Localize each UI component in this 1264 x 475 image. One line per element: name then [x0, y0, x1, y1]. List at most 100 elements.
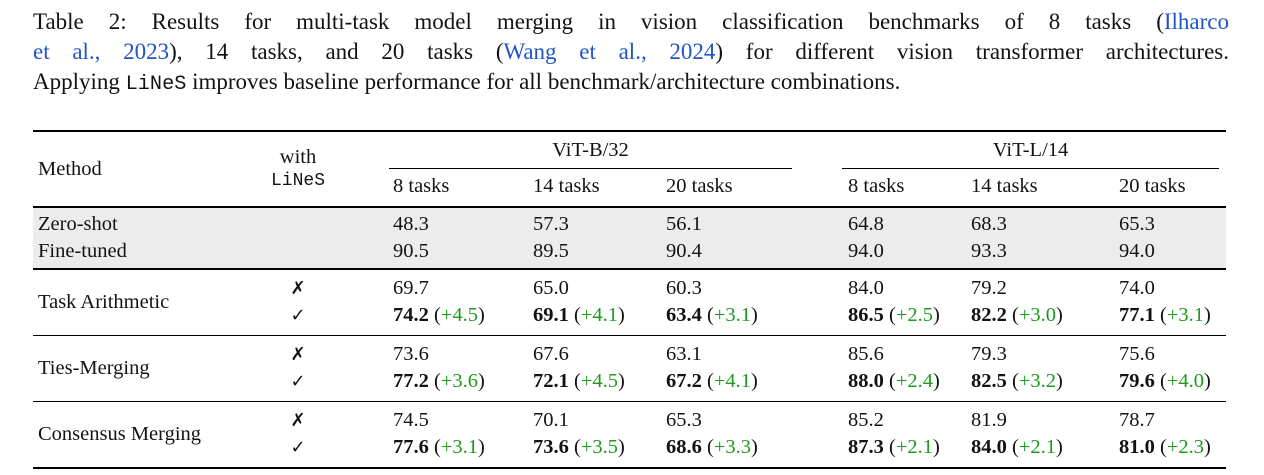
metric-value-bold: 67.2: [666, 370, 702, 392]
baseline-section: Zero-shot 48.3 57.3 56.1 64.8 68.3 65.3 Fine-tu…: [33, 207, 1227, 269]
metric-value-bold: 77.1: [1119, 304, 1155, 326]
vit-b32-group-header: ViT-B/32: [353, 131, 808, 169]
with-label: with: [279, 146, 317, 168]
caption-text: Table 2: Results for multi-task model me…: [33, 9, 1164, 34]
table-row: ✓ 77.2 (+3.6) 72.1 (+4.5) 67.2 (+4.1) 88.0 (…: [33, 368, 1226, 402]
caption-text: ), 14 tasks, and 20 tasks (: [169, 39, 504, 64]
metric-cell: 90.5: [393, 240, 429, 262]
metric-value-bold: 79.6: [1119, 370, 1155, 392]
metric-cell: 67.2 (+4.1): [666, 370, 758, 392]
improvement-delta: +4.5: [440, 304, 479, 326]
metric-cell: 68.3: [971, 213, 1007, 235]
metric-cell: 60.3: [666, 277, 702, 299]
metric-cell: 84.0 (+2.1): [971, 436, 1063, 458]
metric-cell: 93.3: [971, 240, 1007, 262]
cross-mark: ✗: [290, 344, 306, 365]
improvement-delta: +3.5: [580, 436, 619, 458]
table-row: Ties-Merging ✗ 73.6 67.6 63.1 85.6 79.3 75.6: [33, 336, 1226, 379]
subcol-l14-14tasks: 14 tasks: [971, 175, 1038, 197]
improvement-delta: +3.0: [1018, 304, 1057, 326]
metric-value-bold: 82.2: [971, 304, 1007, 326]
method-column-header: Method: [38, 157, 102, 180]
metric-cell: 57.3: [533, 213, 569, 235]
metric-cell: 87.3 (+2.1): [848, 436, 940, 458]
metric-cell: 63.4 (+3.1): [666, 304, 758, 326]
table-row: ✓ 74.2 (+4.5) 69.1 (+4.1) 63.4 (+3.1) 86.5 (…: [33, 302, 1226, 336]
method-section: Ties-Merging ✗ 73.6 67.6 63.1 85.6 79.3 75.6 ✓ 77…: [33, 336, 1227, 402]
metric-cell: 81.9: [971, 409, 1007, 431]
metric-cell: 79.3: [971, 343, 1007, 365]
metric-value-bold: 74.2: [393, 304, 429, 326]
check-mark: ✓: [290, 305, 306, 326]
table-caption: Table 2: Results for multi-task model me…: [33, 7, 1229, 100]
subcol-b32-14tasks: 14 tasks: [533, 175, 600, 197]
citation-link[interactable]: et al., 2023: [33, 39, 170, 64]
citation-link[interactable]: Wang et al., 2024: [503, 39, 716, 64]
metric-value-bold: 82.5: [971, 370, 1007, 392]
table-header: Method with LiNeS ViT-B/32 ViT-L/14 8 ta…: [33, 131, 1227, 207]
metric-value-bold: 73.6: [533, 436, 569, 458]
metric-value-bold: 69.1: [533, 304, 569, 326]
metric-cell: 89.5: [533, 240, 569, 262]
subcol-b32-20tasks: 20 tasks: [666, 175, 733, 197]
vit-l14-group-header: ViT-L/14: [808, 131, 1226, 169]
table-row: Consensus Merging ✗ 74.5 70.1 65.3 85.2 81.9 78…: [33, 402, 1226, 445]
metric-value-bold: 68.6: [666, 436, 702, 458]
method-name: Consensus Merging: [38, 423, 202, 445]
lines-method-name: LiNeS: [125, 73, 187, 96]
method-name: Task Arithmetic: [38, 291, 170, 313]
metric-cell: 65.3: [1119, 213, 1155, 235]
caption-text: Applying: [33, 69, 126, 94]
metric-cell: 82.5 (+3.2): [971, 370, 1063, 392]
metric-value-bold: 86.5: [848, 304, 884, 326]
metric-cell: 79.2: [971, 277, 1007, 299]
improvement-delta: +2.3: [1166, 436, 1205, 458]
improvement-delta: +2.1: [895, 436, 934, 458]
lines-mark-empty: [243, 238, 353, 269]
caption-text: improves baseline performance for all be…: [186, 69, 901, 94]
metric-cell: 72.1 (+4.5): [533, 370, 625, 392]
results-table: Method with LiNeS ViT-B/32 ViT-L/14 8 ta…: [33, 130, 1227, 469]
method-name: Fine-tuned: [38, 240, 127, 262]
citation-link[interactable]: Ilharco: [1163, 9, 1229, 34]
metric-cell: 77.2 (+3.6): [393, 370, 485, 392]
improvement-delta: +3.1: [713, 304, 752, 326]
metric-value-bold: 72.1: [533, 370, 569, 392]
vit-l14-label: ViT-L/14: [842, 139, 1220, 169]
improvement-delta: +3.1: [440, 436, 479, 458]
improvement-delta: +3.1: [1166, 304, 1205, 326]
improvement-delta: +2.5: [895, 304, 934, 326]
metric-cell: 74.2 (+4.5): [393, 304, 485, 326]
cross-mark: ✗: [290, 410, 306, 431]
metric-cell: 82.2 (+3.0): [971, 304, 1063, 326]
check-mark: ✓: [290, 437, 306, 458]
metric-cell: 74.5: [393, 409, 429, 431]
metric-cell: 68.6 (+3.3): [666, 436, 758, 458]
metric-cell: 63.1: [666, 343, 702, 365]
table-row: ✓ 77.6 (+3.1) 73.6 (+3.5) 68.6 (+3.3) 87.3 (…: [33, 434, 1226, 468]
metric-cell: 84.0: [848, 277, 884, 299]
metric-cell: 94.0: [1119, 240, 1155, 262]
method-name: Zero-shot: [38, 213, 118, 235]
metric-cell: 70.1: [533, 409, 569, 431]
caption-line: et al., 2023), 14 tasks, and 20 tasks (W…: [33, 37, 1229, 67]
with-lines-column-header: with LiNeS: [243, 131, 353, 207]
metric-value-bold: 88.0: [848, 370, 884, 392]
metric-cell: 69.1 (+4.1): [533, 304, 625, 326]
metric-value-bold: 63.4: [666, 304, 702, 326]
metric-cell: 73.6: [393, 343, 429, 365]
metric-cell: 85.6: [848, 343, 884, 365]
improvement-delta: +3.3: [713, 436, 752, 458]
cross-mark: ✗: [290, 278, 306, 299]
subcol-l14-20tasks: 20 tasks: [1119, 175, 1186, 197]
improvement-delta: +3.6: [440, 370, 479, 392]
metric-cell: 64.8: [848, 213, 884, 235]
improvement-delta: +4.5: [580, 370, 619, 392]
table-row: Task Arithmetic ✗ 69.7 65.0 60.3 84.0 79.2 74.0: [33, 269, 1226, 313]
metric-cell: 69.7: [393, 277, 429, 299]
metric-cell: 86.5 (+2.5): [848, 304, 940, 326]
improvement-delta: +4.1: [580, 304, 619, 326]
subcol-b32-8tasks: 8 tasks: [393, 175, 450, 197]
metric-cell: 65.0: [533, 277, 569, 299]
